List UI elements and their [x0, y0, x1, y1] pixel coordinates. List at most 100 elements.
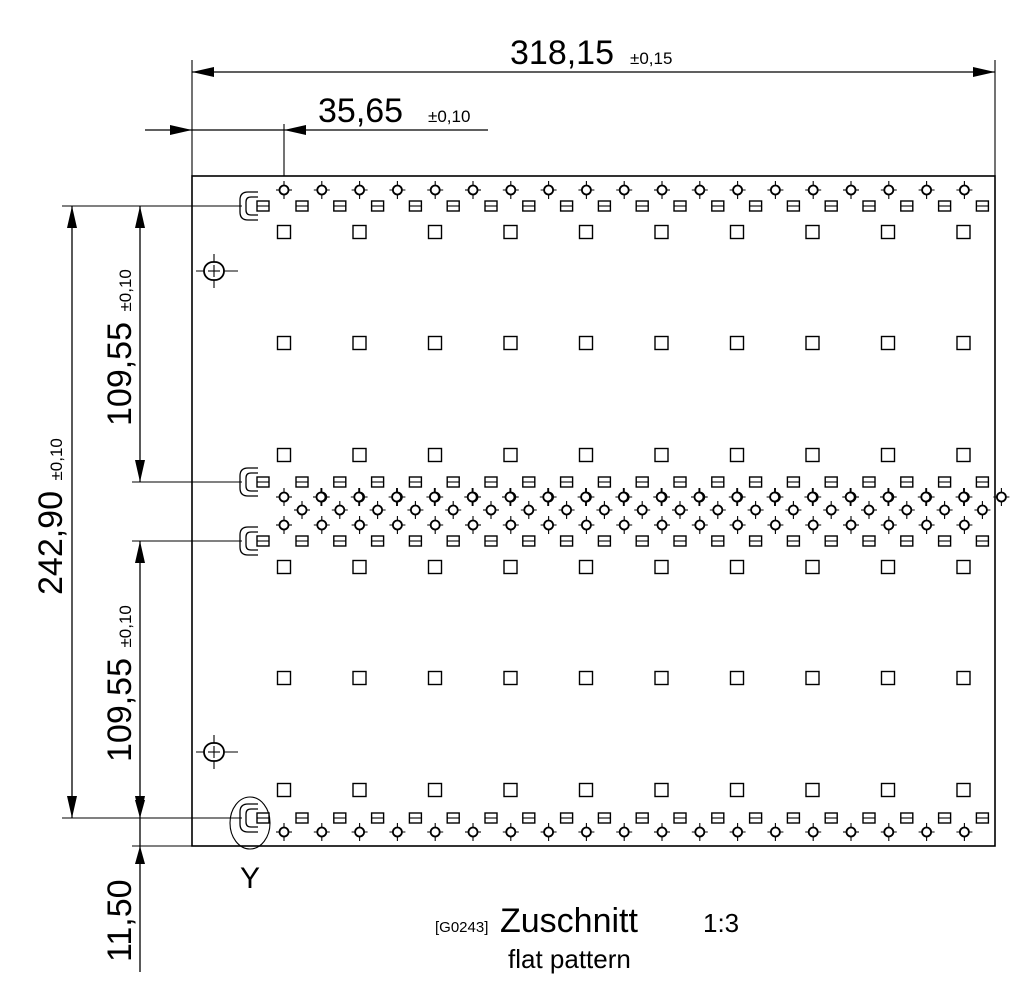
hook-cutout	[239, 467, 258, 497]
drawing-scale: 1:3	[703, 908, 739, 938]
pin-hole	[618, 519, 630, 531]
pin-hole	[807, 826, 819, 838]
square-cutout	[805, 335, 820, 351]
pin-hole	[921, 184, 932, 196]
pin-hole	[959, 826, 970, 838]
pin-hole	[523, 504, 535, 516]
pin-hole	[770, 184, 781, 196]
pin-hole	[959, 184, 970, 196]
square-cutout	[805, 559, 820, 575]
svg-text:318,15: 318,15	[510, 34, 614, 72]
hook-cutout	[239, 803, 258, 833]
pin-hole	[428, 491, 440, 503]
pin-hole	[580, 491, 591, 503]
square-cutout	[654, 782, 669, 798]
pin-hole	[712, 504, 724, 516]
pin-hole	[561, 504, 572, 516]
pin-hole	[543, 826, 554, 838]
pin-hole	[618, 826, 630, 838]
part-outline	[191, 175, 996, 847]
pin-hole	[921, 519, 932, 531]
pin-hole	[391, 519, 403, 531]
square-cutout	[880, 559, 896, 575]
square-cutout	[352, 335, 367, 351]
pin-hole	[278, 184, 290, 196]
square-cutout	[427, 224, 443, 240]
square-cutout	[503, 782, 518, 798]
title-block: [G0243] Zuschnitt 1:3 flat pattern	[435, 902, 739, 974]
square-cutout	[352, 224, 367, 240]
square-cutout	[503, 670, 518, 686]
square-cutout	[578, 224, 594, 240]
square-cutout	[578, 782, 594, 798]
pin-hole	[372, 504, 384, 516]
pin-hole	[504, 491, 516, 503]
drawing-code: [G0243]	[435, 919, 488, 936]
pin-hole	[788, 504, 799, 516]
square-cutout	[427, 335, 443, 351]
pin-hole	[883, 826, 895, 838]
pin-hole	[618, 184, 630, 196]
square-cutout	[276, 559, 292, 575]
square-cutout	[276, 447, 292, 463]
square-cutout	[654, 559, 669, 575]
pin-hole	[656, 826, 668, 838]
svg-text:109,55 ±0,10: 109,55 ±0,10	[101, 605, 139, 762]
pin-hole	[581, 519, 592, 531]
pin-hole	[316, 519, 328, 531]
square-cutout	[880, 670, 896, 686]
pin-hole	[354, 826, 366, 838]
svg-text:35,65: 35,65	[318, 92, 403, 130]
pin-hole	[770, 826, 781, 838]
pin-hole	[807, 184, 819, 196]
dimension-width: 318,15 ±0,15	[192, 34, 995, 77]
square-cutout	[427, 782, 443, 798]
square-cutout	[352, 670, 367, 686]
pin-hole	[353, 491, 365, 503]
square-cutout	[578, 559, 594, 575]
pin-hole	[296, 504, 308, 516]
pin-hole	[505, 826, 517, 838]
pin-hole	[429, 826, 441, 838]
pin-hole	[920, 491, 932, 503]
pin-hole	[769, 491, 780, 503]
square-cutout	[276, 224, 292, 240]
square-cutout	[805, 447, 820, 463]
square-cutout	[503, 447, 518, 463]
pin-hole	[863, 504, 875, 516]
pin-hole	[409, 504, 421, 516]
square-cutout	[352, 782, 367, 798]
pin-hole	[581, 184, 592, 196]
pin-hole	[391, 491, 403, 503]
square-cutout	[729, 447, 745, 463]
mounting-hole	[196, 735, 238, 769]
square-cutout	[654, 335, 669, 351]
pin-hole	[316, 184, 328, 196]
pin-hole	[844, 491, 856, 503]
square-cutout	[729, 670, 745, 686]
pin-hole	[636, 504, 648, 516]
pin-hole	[845, 826, 857, 838]
pin-hole	[883, 519, 895, 531]
square-cutout	[880, 782, 896, 798]
pin-hole	[467, 826, 479, 838]
svg-text:±0,10: ±0,10	[428, 107, 470, 126]
pin-hole	[694, 826, 706, 838]
svg-text:242,90 ±0,10: 242,90 ±0,10	[32, 438, 70, 595]
square-cutout	[880, 224, 896, 240]
pin-hole	[278, 491, 290, 503]
square-cutout	[352, 559, 367, 575]
pin-hole	[921, 826, 932, 838]
pin-hole	[505, 519, 517, 531]
pin-hole	[901, 504, 913, 516]
pin-hole	[581, 826, 592, 838]
pin-hole	[543, 519, 554, 531]
pin-hole	[939, 504, 950, 516]
pin-hole	[807, 519, 819, 531]
pin-hole	[391, 184, 403, 196]
hole-pattern	[239, 181, 1010, 841]
svg-text:±0,15: ±0,15	[630, 49, 672, 68]
square-cutout	[729, 224, 745, 240]
pin-hole	[732, 184, 743, 196]
pin-hole	[485, 504, 497, 516]
